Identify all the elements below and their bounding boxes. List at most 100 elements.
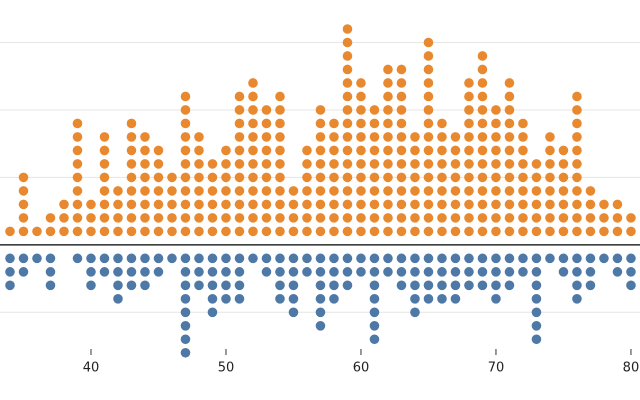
dot [383,186,393,196]
dot [410,145,420,156]
dot [464,267,474,277]
dot [423,118,434,129]
dot [140,159,150,169]
dot [383,226,393,237]
dot [423,186,434,196]
dot [396,186,407,196]
dot [342,186,353,196]
dot [261,226,272,237]
dot [180,280,191,291]
dot [477,172,488,183]
dot [329,294,339,304]
dot [248,91,258,102]
dot [396,118,407,129]
x-tick-label: 70 [488,361,505,376]
dot [504,159,515,169]
dot [207,294,218,304]
dot [450,280,461,291]
dot [504,145,515,156]
dot [221,159,231,169]
dot [356,199,366,210]
dot [126,159,137,169]
dot [369,321,380,331]
dot [275,132,285,142]
dot [369,105,380,115]
dot [18,199,29,210]
dot [612,253,623,264]
dot [113,186,123,196]
dot [288,186,299,196]
dot [450,267,461,277]
dot [477,132,488,142]
dot [261,253,272,264]
dot [194,159,204,169]
dot [86,213,96,223]
dot [491,105,501,115]
dot [504,78,515,88]
dot [113,213,123,223]
dot [423,105,434,115]
dot [18,172,29,183]
dot [464,280,474,291]
dot [356,145,366,156]
dot [207,199,218,210]
dot [329,186,339,196]
dot [437,213,447,223]
dot [72,186,83,196]
dot [5,267,15,277]
dot [167,172,177,183]
dot [194,199,204,210]
dot [545,145,555,156]
dot [234,145,245,156]
dot [234,213,245,223]
dot [288,253,299,264]
x-tick-label: 40 [83,361,100,376]
dot [572,253,582,264]
dot [356,159,366,169]
dot [531,307,542,318]
dot [99,199,110,210]
dot [437,226,447,237]
dot [383,267,393,277]
dot [369,159,380,169]
dot [477,280,488,291]
dot [369,226,380,237]
dot [477,199,488,210]
dot [477,78,488,88]
dot [329,253,339,264]
dot [423,172,434,183]
dot [32,226,42,237]
dot [18,226,29,237]
dot [140,280,150,291]
dot [140,132,150,142]
dot [342,91,353,102]
dot [315,321,326,331]
dot [18,186,29,196]
dot [572,145,582,156]
dot [194,253,204,264]
dot [221,145,231,156]
dot [450,132,461,142]
dot [369,307,380,318]
dot [477,186,488,196]
dot [288,226,299,237]
dot [45,253,56,264]
dot [558,145,569,156]
dot [234,159,245,169]
dot [423,64,434,75]
dot [423,51,434,61]
dot [275,213,285,223]
dot [18,213,29,223]
dot [261,186,272,196]
dot [194,145,204,156]
dot [167,199,177,210]
dot [180,294,191,304]
dot [261,159,272,169]
dot [437,145,447,156]
dot [491,172,501,183]
dot [410,267,420,277]
dot [464,78,474,88]
dot [423,159,434,169]
dot [45,213,56,223]
dot [261,145,272,156]
